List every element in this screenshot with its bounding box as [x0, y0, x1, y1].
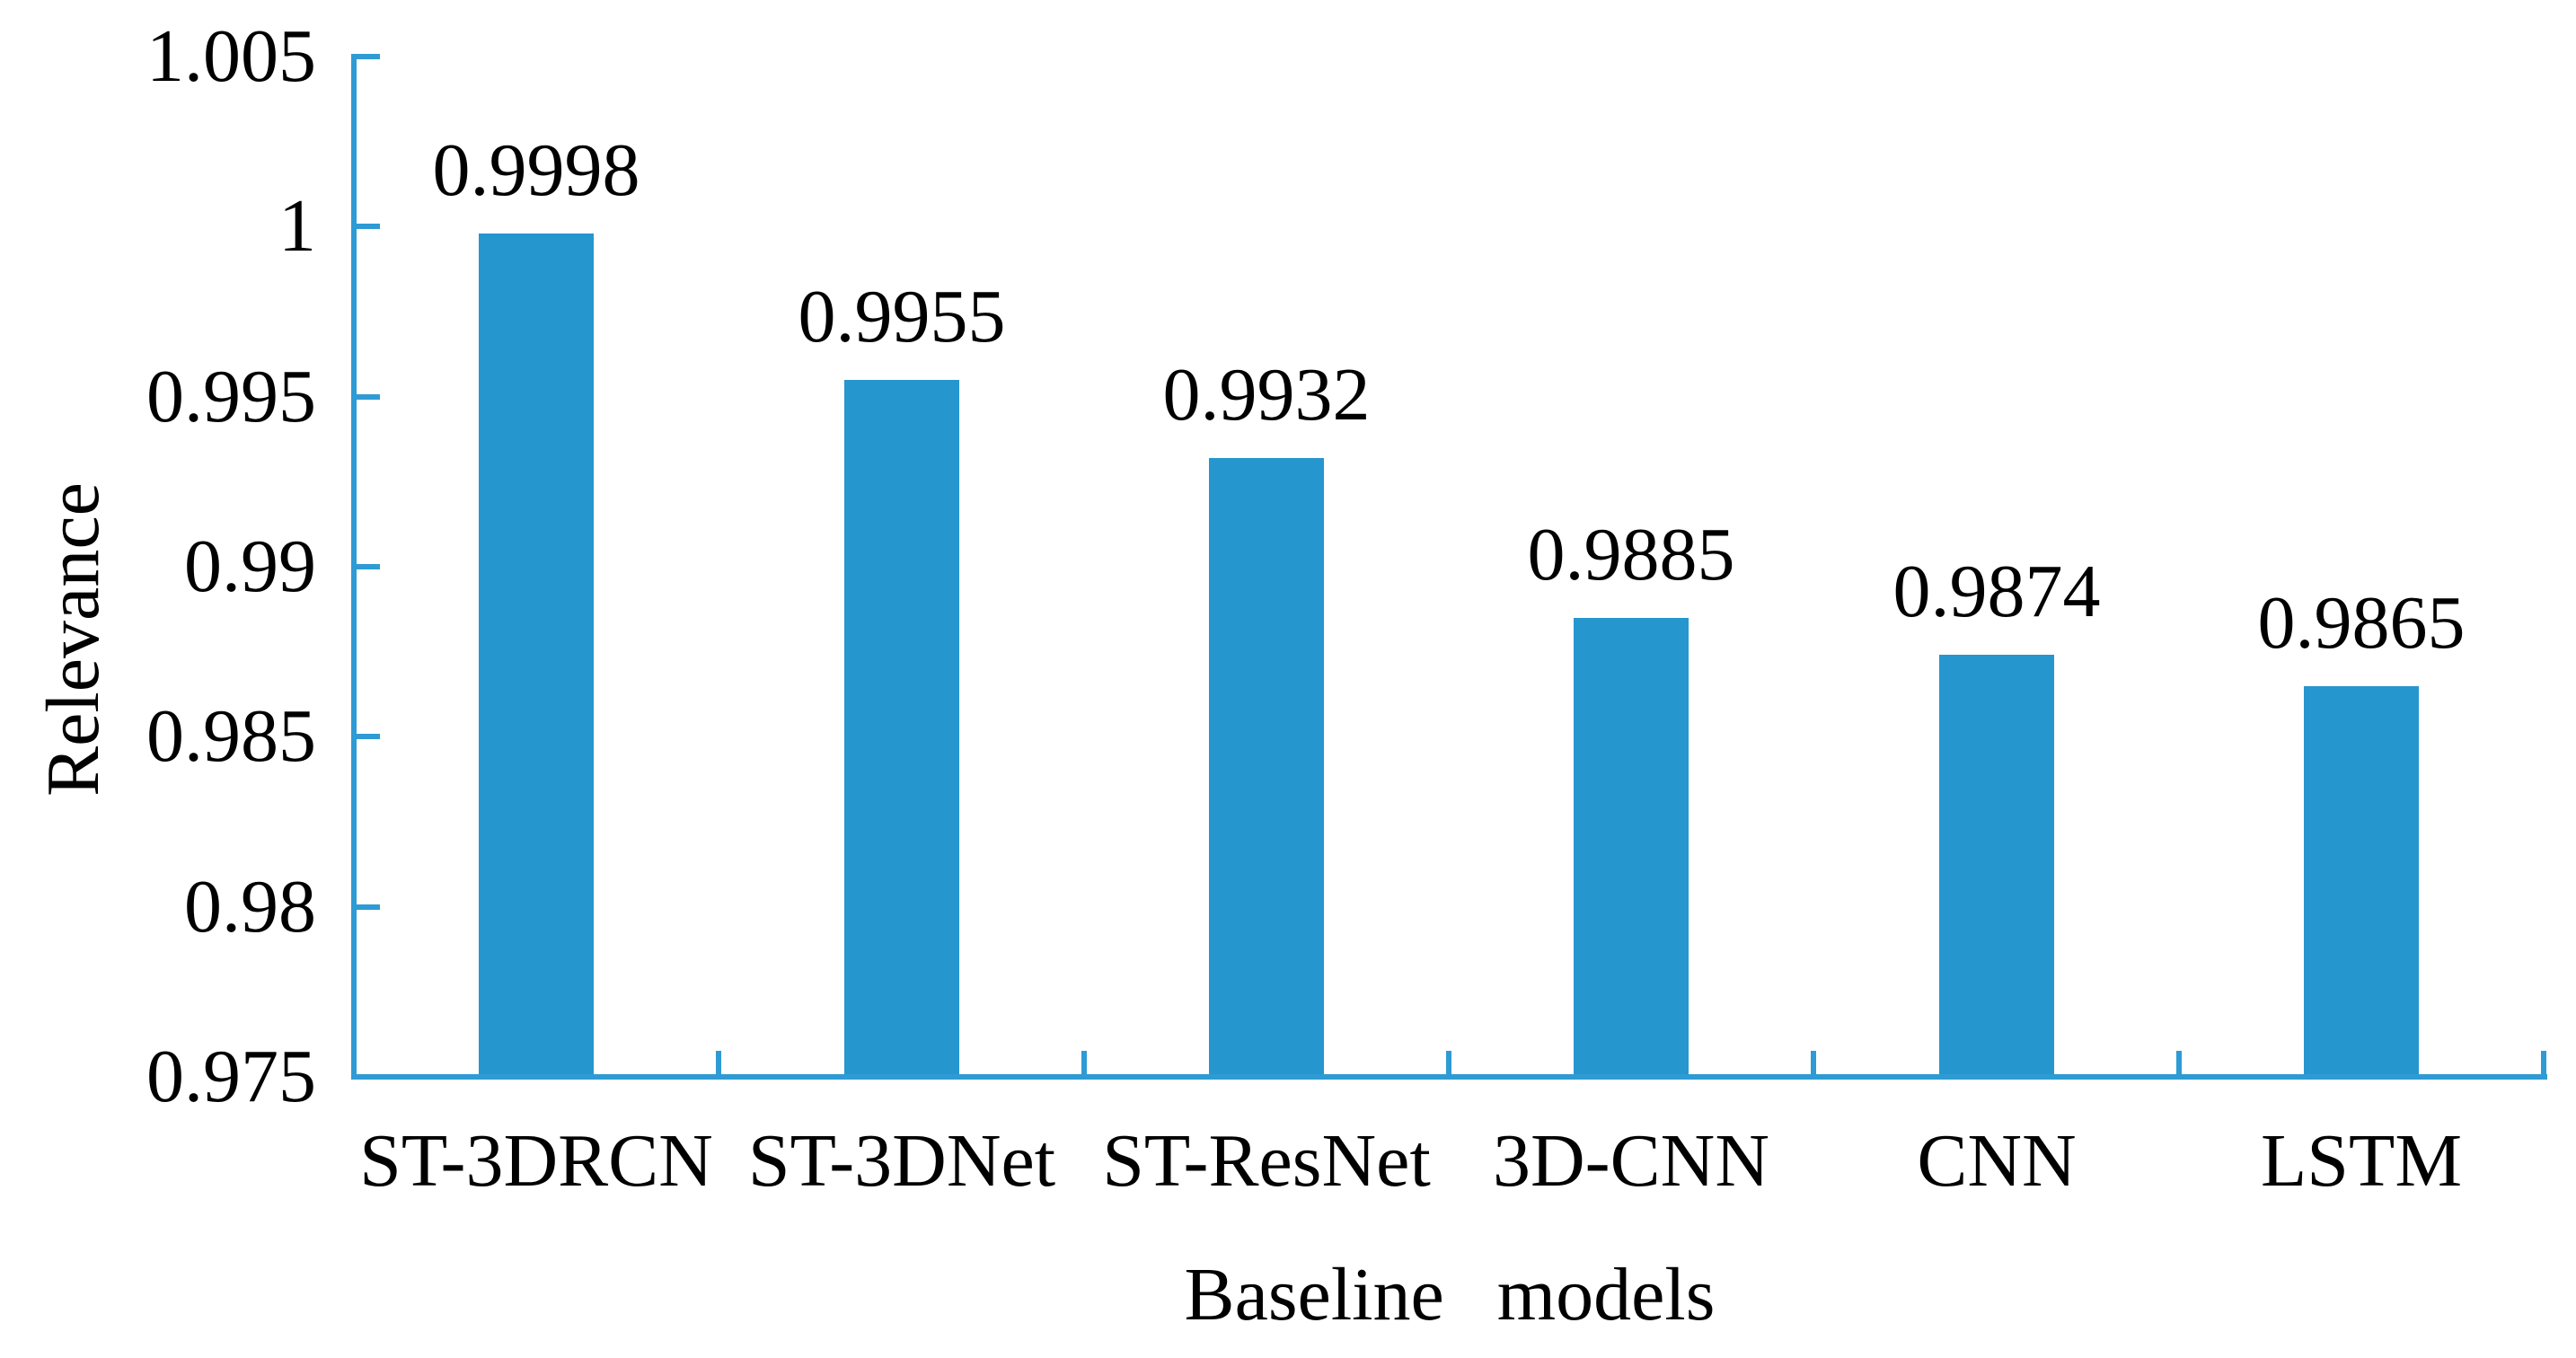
- x-tick: [1446, 1051, 1451, 1074]
- x-axis-line: [351, 1074, 2547, 1080]
- bar-value-label: 0.9865: [2257, 581, 2466, 665]
- category-label: CNN: [1917, 1119, 2077, 1203]
- y-tick-label: 0.98: [184, 865, 316, 948]
- bar: [1574, 618, 1689, 1077]
- bar: [1209, 458, 1324, 1077]
- y-tick-label: 1: [278, 184, 316, 268]
- y-tick-label: 1.005: [146, 14, 316, 98]
- y-axis-title: Relevance: [31, 482, 115, 797]
- bar-value-label: 0.9932: [1162, 353, 1371, 436]
- bar: [479, 234, 594, 1077]
- y-tick: [357, 904, 380, 910]
- x-tick: [2541, 1051, 2546, 1074]
- y-tick: [357, 54, 380, 59]
- y-tick-label: 0.99: [184, 525, 316, 608]
- x-tick: [1811, 1051, 1816, 1074]
- y-axis-line: [351, 54, 357, 1080]
- y-tick-label: 0.985: [146, 694, 316, 778]
- category-label: 3D-CNN: [1493, 1119, 1769, 1203]
- category-label: ST-3DNet: [747, 1119, 1056, 1203]
- bar-value-label: 0.9998: [432, 128, 640, 212]
- bar: [1939, 655, 2054, 1077]
- x-tick: [716, 1051, 721, 1074]
- x-tick: [1081, 1051, 1087, 1074]
- bar: [844, 380, 959, 1077]
- category-label: LSTM: [2260, 1119, 2463, 1203]
- x-tick: [2176, 1051, 2182, 1074]
- y-tick: [357, 224, 380, 229]
- bar: [2304, 686, 2419, 1077]
- y-tick-label: 0.975: [146, 1035, 316, 1118]
- y-tick: [357, 564, 380, 569]
- x-axis-title: Baseline models: [1184, 1253, 1716, 1336]
- y-tick-label: 0.995: [146, 355, 316, 438]
- y-tick: [357, 1074, 380, 1080]
- y-tick: [357, 394, 380, 400]
- bar-value-label: 0.9874: [1892, 550, 2101, 633]
- bar-value-label: 0.9955: [798, 275, 1006, 358]
- category-label: ST-ResNet: [1102, 1119, 1431, 1203]
- bar-value-label: 0.9885: [1527, 513, 1735, 596]
- y-tick: [357, 734, 380, 739]
- category-label: ST-3DRCN: [359, 1119, 713, 1203]
